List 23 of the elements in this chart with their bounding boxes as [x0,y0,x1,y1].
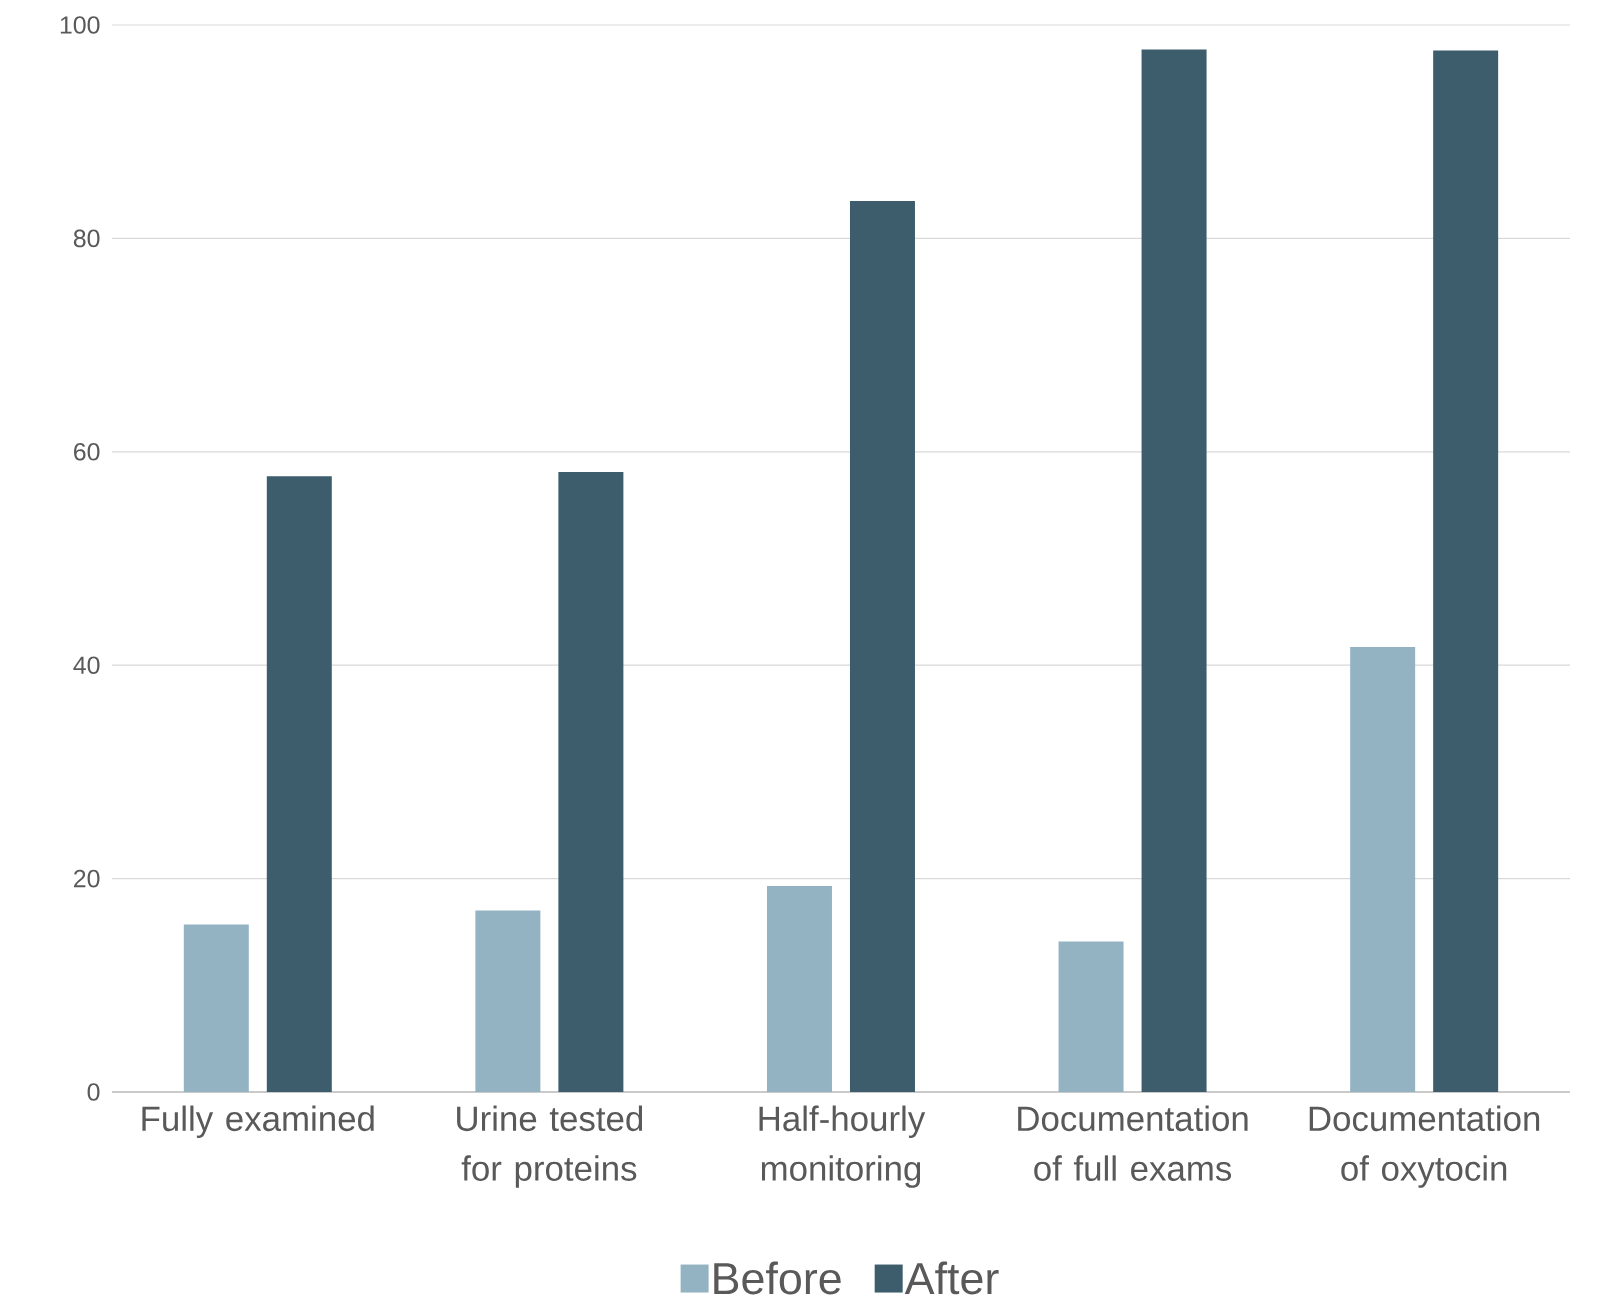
bar [183,924,249,1092]
bar [849,201,915,1092]
x-tick-label: Half-hourly monitoring [759,1105,926,1188]
y-tick-label: 80 [73,229,100,248]
x-tick-label: Documentation of full exams [1018,1105,1248,1181]
bar [266,476,332,1092]
bar [558,472,624,1092]
x-tick-label: Fully examined [142,1105,374,1139]
y-tick-label: 100 [60,16,100,34]
y-tick-label: 20 [74,869,100,888]
bar [766,886,832,1092]
bar [1433,50,1499,1092]
y-tick-label: 0 [87,1083,100,1101]
bar [1141,49,1207,1092]
y-tick-label: 40 [73,656,100,675]
x-tick-label: Documentation of oxytocin [1309,1105,1540,1188]
x-tick-label: Urine tested for proteins [457,1105,643,1188]
legend-label: Before [714,1261,841,1295]
bar [1058,941,1124,1092]
legend-label: After [904,1261,999,1295]
y-tick-label: 60 [74,442,100,461]
bar [475,910,541,1092]
bar [1350,647,1416,1092]
